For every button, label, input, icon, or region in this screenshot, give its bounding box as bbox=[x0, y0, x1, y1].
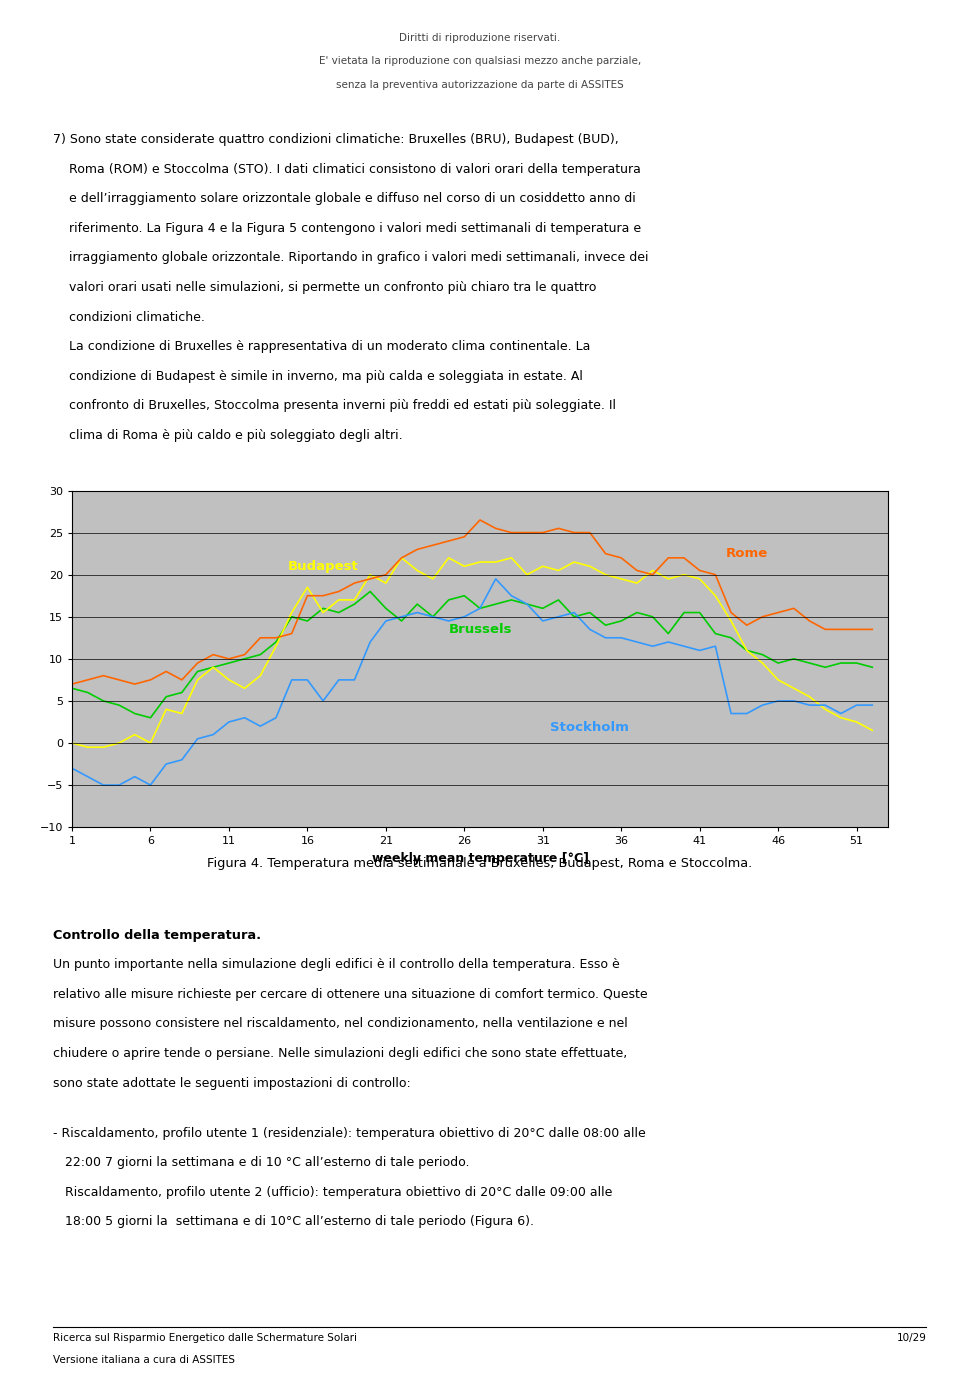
Text: Stockholm: Stockholm bbox=[550, 721, 630, 734]
Text: Controllo della temperatura.: Controllo della temperatura. bbox=[53, 929, 261, 941]
Text: Brussels: Brussels bbox=[448, 622, 512, 636]
Text: condizioni climatiche.: condizioni climatiche. bbox=[53, 311, 204, 323]
Text: valori orari usati nelle simulazioni, si permette un confronto più chiaro tra le: valori orari usati nelle simulazioni, si… bbox=[53, 280, 596, 294]
Text: clima di Roma è più caldo e più soleggiato degli altri.: clima di Roma è più caldo e più soleggia… bbox=[53, 429, 402, 441]
Text: Roma (ROM) e Stoccolma (STO). I dati climatici consistono di valori orari della : Roma (ROM) e Stoccolma (STO). I dati cli… bbox=[53, 162, 640, 176]
Text: riferimento. La Figura 4 e la Figura 5 contengono i valori medi settimanali di t: riferimento. La Figura 4 e la Figura 5 c… bbox=[53, 221, 641, 235]
Text: confronto di Bruxelles, Stoccolma presenta inverni più freddi ed estati più sole: confronto di Bruxelles, Stoccolma presen… bbox=[53, 398, 615, 412]
Text: senza la preventiva autorizzazione da parte di ASSITES: senza la preventiva autorizzazione da pa… bbox=[336, 80, 624, 89]
Text: Budapest: Budapest bbox=[288, 559, 358, 573]
Text: irraggiamento globale orizzontale. Riportando in grafico i valori medi settimana: irraggiamento globale orizzontale. Ripor… bbox=[53, 251, 648, 264]
Text: Rome: Rome bbox=[726, 547, 768, 561]
Text: 10/29: 10/29 bbox=[897, 1333, 926, 1342]
Text: condizione di Budapest è simile in inverno, ma più calda e soleggiata in estate.: condizione di Budapest è simile in inver… bbox=[53, 370, 583, 382]
Text: Figura 4. Temperatura media settimanale a Bruxelles, Budapest, Roma e Stoccolma.: Figura 4. Temperatura media settimanale … bbox=[207, 857, 753, 870]
Text: Versione italiana a cura di ASSITES: Versione italiana a cura di ASSITES bbox=[53, 1355, 235, 1364]
Text: - Riscaldamento, profilo utente 1 (residenziale): temperatura obiettivo di 20°C : - Riscaldamento, profilo utente 1 (resid… bbox=[53, 1127, 645, 1139]
Text: Riscaldamento, profilo utente 2 (ufficio): temperatura obiettivo di 20°C dalle 0: Riscaldamento, profilo utente 2 (ufficio… bbox=[53, 1186, 612, 1198]
X-axis label: weekly mean temperature [°C]: weekly mean temperature [°C] bbox=[372, 852, 588, 864]
Text: La condizione di Bruxelles è rappresentativa di un moderato clima continentale. : La condizione di Bruxelles è rappresenta… bbox=[53, 339, 590, 353]
Text: Un punto importante nella simulazione degli edifici è il controllo della tempera: Un punto importante nella simulazione de… bbox=[53, 959, 619, 971]
Text: E' vietata la riproduzione con qualsiasi mezzo anche parziale,: E' vietata la riproduzione con qualsiasi… bbox=[319, 56, 641, 66]
Text: relativo alle misure richieste per cercare di ottenere una situazione di comfort: relativo alle misure richieste per cerca… bbox=[53, 988, 647, 1000]
Text: Diritti di riproduzione riservati.: Diritti di riproduzione riservati. bbox=[399, 33, 561, 43]
Text: sono state adottate le seguenti impostazioni di controllo:: sono state adottate le seguenti impostaz… bbox=[53, 1077, 411, 1090]
Text: misure possono consistere nel riscaldamento, nel condizionamento, nella ventilaz: misure possono consistere nel riscaldame… bbox=[53, 1017, 628, 1030]
Text: 7) Sono state considerate quattro condizioni climatiche: Bruxelles (BRU), Budape: 7) Sono state considerate quattro condiz… bbox=[53, 133, 618, 146]
Text: e dell’irraggiamento solare orizzontale globale e diffuso nel corso di un cosidd: e dell’irraggiamento solare orizzontale … bbox=[53, 192, 636, 205]
Text: Ricerca sul Risparmio Energetico dalle Schermature Solari: Ricerca sul Risparmio Energetico dalle S… bbox=[53, 1333, 357, 1342]
Text: 18:00 5 giorni la  settimana e di 10°C all’esterno di tale periodo (Figura 6).: 18:00 5 giorni la settimana e di 10°C al… bbox=[53, 1216, 534, 1228]
Text: chiudere o aprire tende o persiane. Nelle simulazioni degli edifici che sono sta: chiudere o aprire tende o persiane. Nell… bbox=[53, 1047, 627, 1059]
Text: 22:00 7 giorni la settimana e di 10 °C all’esterno di tale periodo.: 22:00 7 giorni la settimana e di 10 °C a… bbox=[53, 1157, 469, 1169]
